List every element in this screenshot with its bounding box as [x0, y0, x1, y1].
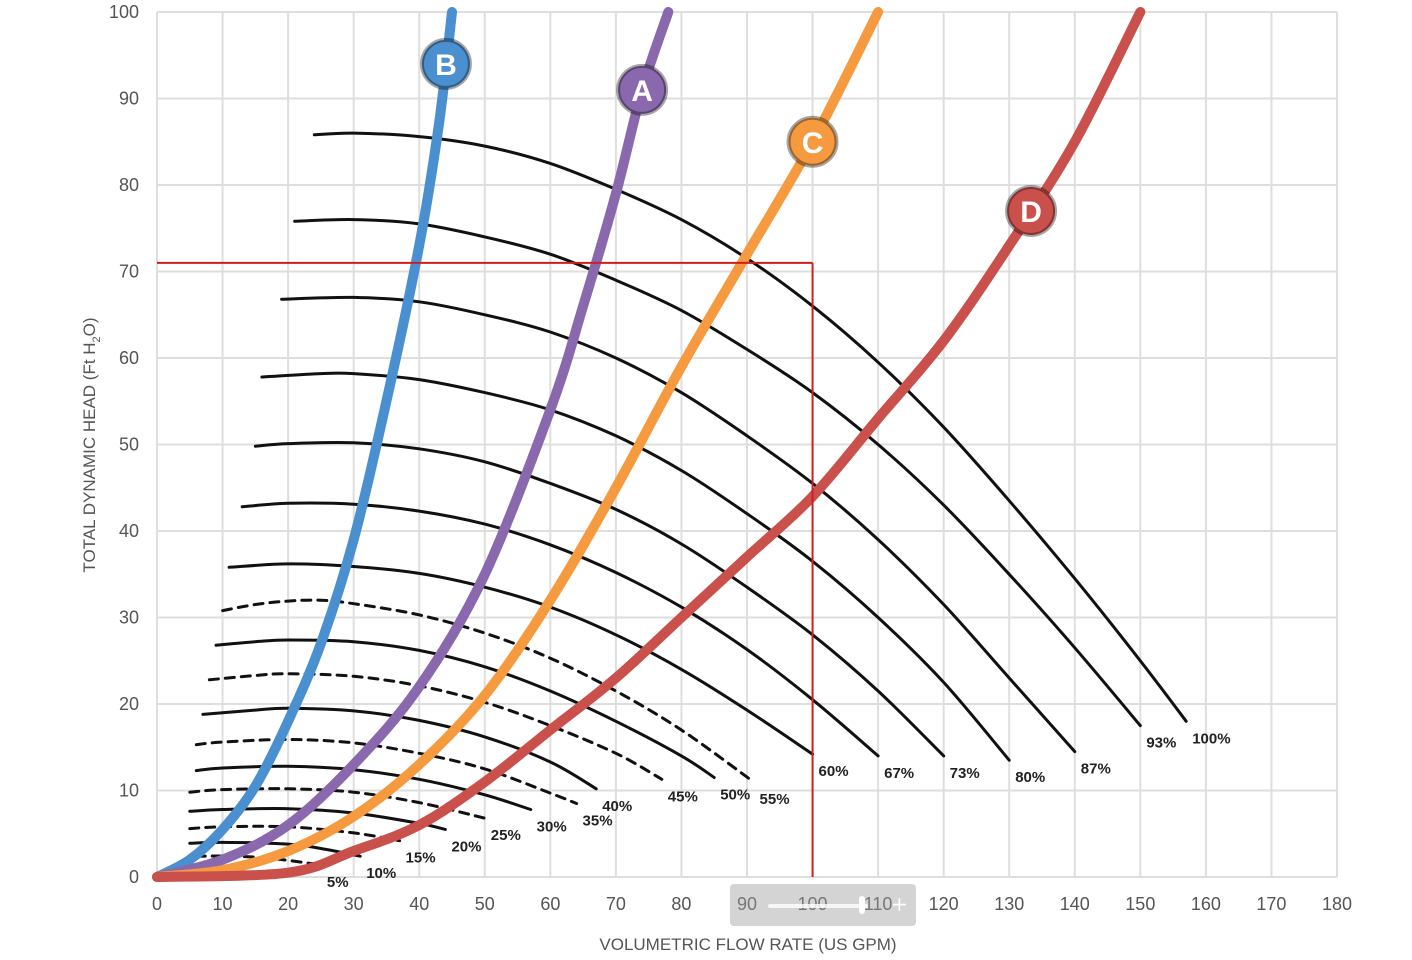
x-tick-label: 160	[1191, 894, 1221, 914]
y-axis-title-end: O)	[80, 317, 99, 336]
speed-label: 67%	[884, 765, 914, 782]
speed-label: 35%	[583, 812, 613, 829]
operating-point-lines	[157, 261, 814, 877]
y-axis-title-subscript: 2	[91, 336, 103, 342]
zoom-slider-track[interactable]	[768, 904, 868, 908]
curve-marker	[419, 37, 472, 90]
y-tick-label: 80	[119, 175, 139, 195]
speed-curve	[227, 562, 815, 756]
speed-label: 5%	[327, 874, 349, 891]
x-tick-label: 50	[475, 894, 495, 914]
x-tick-label: 20	[278, 894, 298, 914]
speed-label: 93%	[1146, 735, 1176, 752]
speed-label: 87%	[1081, 761, 1111, 778]
y-tick-label: 60	[119, 348, 139, 368]
speed-curve	[201, 706, 598, 791]
speed-curves	[188, 131, 1188, 867]
x-tick-label: 0	[152, 894, 162, 914]
speed-curve	[214, 638, 716, 779]
curve-marker	[616, 63, 669, 116]
x-tick-label: 80	[671, 894, 691, 914]
tick-labels: 0102030405060708090100110120130140150160…	[109, 2, 1352, 914]
x-tick-label: 60	[540, 894, 560, 914]
speed-label: 50%	[720, 787, 750, 804]
x-tick-label: 140	[1060, 894, 1090, 914]
curve-marker-label: A	[631, 75, 653, 108]
zoom-slider-thumb[interactable]	[859, 896, 865, 914]
speed-curve	[194, 854, 323, 867]
speed-label: 15%	[406, 850, 436, 867]
speed-label: 100%	[1192, 730, 1230, 747]
curve-markers: B A C D	[419, 37, 1058, 237]
system-curve	[152, 7, 674, 882]
system-curve	[152, 7, 457, 882]
speed-curve	[280, 295, 1077, 754]
x-tick-label: 110	[864, 894, 893, 914]
curve-marker	[786, 115, 839, 168]
x-tick-label: 70	[606, 894, 626, 914]
speed-label: 55%	[760, 791, 790, 808]
x-tick-label: 180	[1322, 894, 1352, 914]
x-axis-title: VOLUMETRIC FLOW RATE (US GPM)	[599, 935, 896, 954]
system-curves	[152, 7, 1146, 882]
system-curve	[152, 7, 884, 882]
speed-curve	[221, 598, 756, 784]
speed-label: 40%	[602, 798, 632, 815]
speed-label: 45%	[668, 788, 698, 805]
speed-label: 30%	[537, 819, 567, 836]
speed-curve	[293, 218, 1142, 728]
x-tick-label: 10	[213, 894, 233, 914]
speed-labels: 100% 93% 87% 80% 73% 67% 60% 55% 50% 45% 40%35% 30%…	[327, 730, 1231, 891]
system-curve	[152, 7, 1146, 882]
x-tick-label: 150	[1125, 894, 1155, 914]
x-tick-label: 130	[994, 894, 1024, 914]
speed-label: 25%	[491, 827, 521, 844]
grid	[156, 11, 1338, 878]
y-tick-label: 100	[109, 2, 139, 22]
y-tick-label: 70	[119, 262, 139, 282]
y-axis-title-main: TOTAL DYNAMIC HEAD (Ft H	[80, 342, 99, 572]
x-tick-label: 90	[737, 894, 757, 914]
speed-label: 10%	[366, 865, 396, 882]
curve-marker-label: B	[435, 49, 457, 82]
speed-curve	[240, 501, 880, 758]
x-tick-label: 170	[1256, 894, 1286, 914]
y-tick-label: 0	[129, 867, 139, 887]
curve-marker-label: D	[1020, 196, 1042, 229]
x-tick-label: 120	[929, 894, 959, 914]
y-tick-label: 50	[119, 435, 139, 455]
y-tick-label: 10	[119, 781, 139, 801]
x-tick-label: 30	[344, 894, 364, 914]
curve-marker-label: C	[802, 127, 824, 160]
x-tick-label: 40	[409, 894, 429, 914]
zoom-control[interactable]: +	[730, 884, 916, 926]
speed-curve	[253, 440, 946, 758]
y-tick-label: 40	[119, 521, 139, 541]
zoom-in-icon[interactable]: +	[891, 892, 908, 916]
y-tick-label: 30	[119, 608, 139, 628]
speed-label: 80%	[1015, 769, 1045, 786]
speed-curve	[207, 672, 664, 781]
speed-label: 60%	[819, 763, 849, 780]
speed-curve	[312, 131, 1188, 723]
y-tick-label: 90	[119, 89, 139, 109]
y-tick-label: 20	[119, 694, 139, 714]
speed-label: 20%	[451, 838, 481, 855]
y-axis-title: TOTAL DYNAMIC HEAD (Ft H2O)	[80, 317, 103, 572]
speed-curve	[194, 737, 579, 805]
curve-marker	[1005, 184, 1058, 237]
speed-label: 73%	[950, 765, 980, 782]
